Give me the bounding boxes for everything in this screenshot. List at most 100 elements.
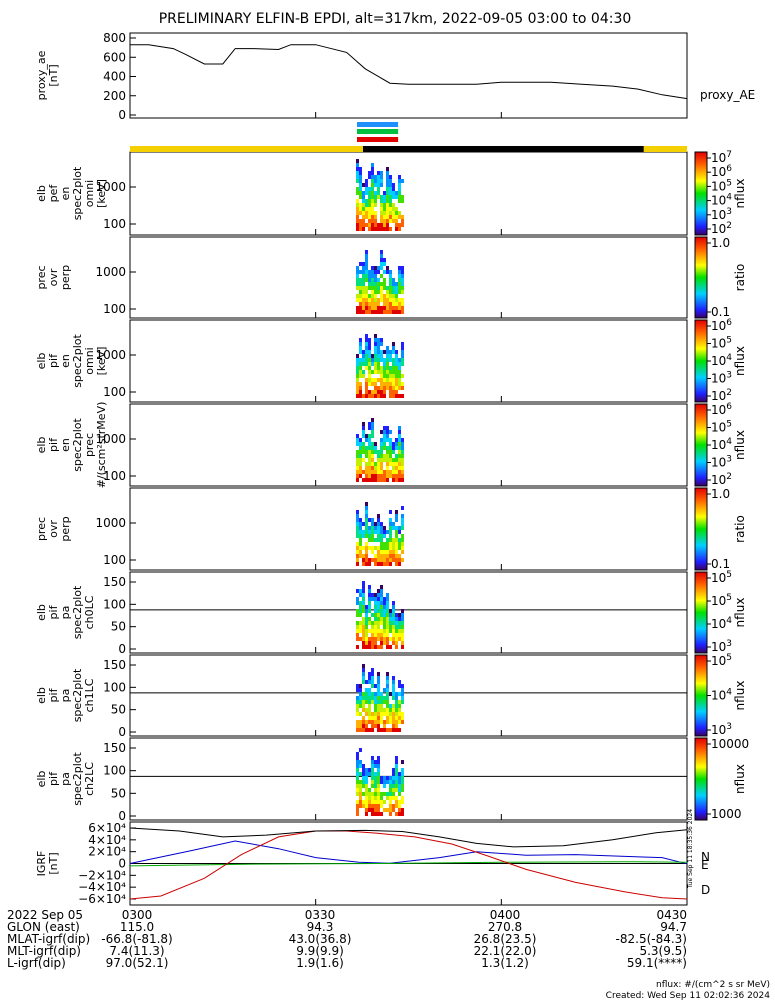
spectrogram-cell [361,207,365,211]
spectrogram-cell [385,474,389,478]
spectrogram-cell [376,676,380,680]
spectrogram-cell [370,593,374,597]
panel-p1: elbpefenspec2plotomni[keV]10001001071061… [35,150,747,236]
spectrogram-cell [358,171,362,175]
spectrogram-cell [376,522,380,526]
spectrogram-cell [370,784,374,788]
spectrogram-cell [367,219,371,223]
spectrogram-cell [370,720,374,724]
colorbar-tick-label: 10000 [711,737,749,751]
spectrogram-cell [379,609,383,613]
spectrogram-cell [397,426,401,430]
spectrogram-cell [400,609,404,613]
spectrogram-cell [388,609,392,613]
spectrogram-cell [355,597,359,601]
spectrogram-cell [358,370,362,374]
spectrogram-cell [364,562,368,566]
spectrogram-cell [388,354,392,358]
spectrogram-cell [370,716,374,720]
spectrogram-cell [388,310,392,314]
ylabel-line: elb [35,604,48,621]
ytick-label: 50 [111,703,126,717]
spectrogram-cell [391,394,395,398]
spectrogram-cell [358,183,362,187]
spectrogram-cell [397,362,401,366]
spectrogram-cell [382,298,386,302]
ylabel-line: [keV] [95,347,108,376]
spectrogram-cell [355,171,359,175]
spectrogram-cell [373,462,377,466]
spectrogram-cell [382,211,386,215]
spectrogram-cell [394,542,398,546]
spectrogram-cell [397,306,401,310]
spectrogram-cell [376,704,380,708]
spectrogram-cell [367,645,371,649]
spectrogram-cell [382,700,386,704]
spectrogram-cell [361,609,365,613]
spectrogram-cell [355,800,359,804]
spectrogram-cell [394,358,398,362]
spectrogram-cell [367,688,371,692]
colorbar-tick-label: 104 [711,616,732,631]
spectrogram-cell [367,446,371,450]
spectrogram-cell [373,804,377,808]
spectrogram-cell [391,478,395,482]
ylabel-line: pef [47,184,60,203]
spectrogram-cell [373,776,377,780]
spectrogram-cell [376,808,380,812]
spectrogram-cell [373,633,377,637]
spectrogram-cell [373,562,377,566]
spectrogram-cell [355,179,359,183]
spectrogram-cell [382,470,386,474]
spectrogram-cell [379,250,383,254]
spectrogram-cell [376,458,380,462]
spectrogram-cell [388,554,392,558]
spectrogram-cell [361,716,365,720]
spectrogram-cell [370,362,374,366]
spectrogram-cell [379,621,383,625]
spectrogram-cell [385,426,389,430]
spectrogram-cell [382,370,386,374]
spectrogram-cell [400,386,404,390]
spectrogram-cell [394,784,398,788]
spectrogram-cell [364,254,368,258]
table-cell: 0400 [490,908,521,922]
spectrogram-cell [400,454,404,458]
spectrogram-cell [394,290,398,294]
spectrogram-cell [391,728,395,732]
spectrogram-cell [391,458,395,462]
spectrogram-cell [391,522,395,526]
panel-frame [129,319,688,403]
spectrogram-cell [355,550,359,554]
spectrogram-cell [397,366,401,370]
spectrogram-cell [361,558,365,562]
spectrogram-cell [400,518,404,522]
spectrogram-cell [361,290,365,294]
spectrogram-cell [400,354,404,358]
spectrogram-cell [361,211,365,215]
spectrogram-cell [367,546,371,550]
spectrogram-cell [388,613,392,617]
spectrogram-cell [382,215,386,219]
spectrogram-cell [373,597,377,601]
spectrogram-cell [379,298,383,302]
spectrogram-cell [379,211,383,215]
spectrogram-cell [379,282,383,286]
spectrogram-cell [394,720,398,724]
spectrogram-cell [361,597,365,601]
ylabel-line: prec [83,433,96,457]
spectrogram-cell [397,637,401,641]
spectrogram-cell [355,812,359,816]
spectrogram-cell [355,207,359,211]
table-cell: 7.4(11.3) [109,944,164,958]
spectrogram-cell [376,286,380,290]
date-stamp: Tue Sep 11 18:35:36 2024 [687,809,694,889]
spectrogram-cell [364,258,368,262]
spectrogram-cell [367,294,371,298]
spectrogram-cell [385,633,389,637]
spectrogram-cell [382,808,386,812]
colorbar-tick-label: 1.0 [711,236,730,250]
plot-title: PRELIMINARY ELFIN-B EPDI, alt=317km, 202… [159,11,632,27]
ytick-label: 100 [103,385,126,399]
spectrogram-cell [361,354,365,358]
